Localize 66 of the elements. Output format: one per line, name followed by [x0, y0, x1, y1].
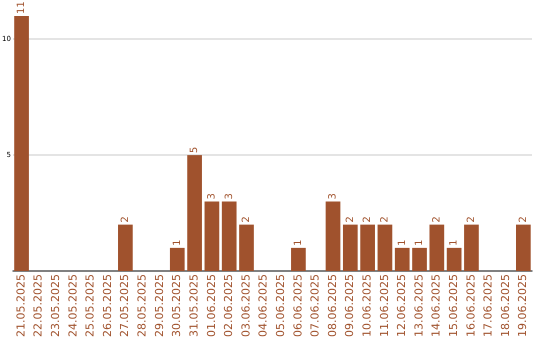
bar [291, 248, 306, 272]
bar [204, 201, 220, 272]
bar [342, 224, 358, 272]
x-tick-label: 04.06.2025 [256, 274, 270, 338]
data-label: 3 [206, 193, 218, 200]
data-label: 2 [344, 216, 356, 223]
bar [187, 155, 202, 272]
data-label: 1 [414, 239, 426, 246]
data-label: 1 [396, 239, 408, 246]
data-label: 2 [431, 216, 442, 223]
data-label: 11 [16, 1, 28, 14]
bar [239, 224, 254, 272]
bar [326, 201, 340, 272]
x-tick-label: 19.06.2025 [516, 274, 530, 338]
bar [170, 248, 185, 272]
x-tick-label: 03.06.2025 [239, 274, 252, 338]
bar [412, 248, 427, 272]
x-tick-label: 18.06.2025 [498, 274, 512, 338]
bar [118, 224, 133, 272]
data-label: 1 [448, 239, 460, 246]
x-tick-label: 05.06.2025 [274, 274, 287, 338]
bar [14, 16, 29, 272]
data-label: 1 [172, 239, 183, 246]
x-tick-label: 21.05.2025 [14, 274, 28, 338]
x-tick-label: 15.06.2025 [446, 274, 460, 338]
x-tick-label: 10.06.2025 [360, 274, 374, 338]
x-tick-label: 16.06.2025 [464, 274, 478, 338]
data-label: 2 [241, 216, 252, 223]
x-tick-label: 31.05.2025 [187, 274, 200, 338]
x-tick-label: 02.06.2025 [222, 274, 236, 338]
data-label: 3 [224, 193, 235, 200]
bar [429, 224, 444, 272]
data-label: 2 [518, 216, 529, 223]
data-label: 2 [466, 216, 478, 223]
bar [360, 224, 375, 272]
data-label: 5 [189, 146, 200, 154]
x-tick-label: 22.05.2025 [32, 274, 45, 338]
x-tick-label: 08.06.2025 [326, 274, 339, 338]
bar [222, 201, 237, 272]
x-tick-label: 06.06.2025 [291, 274, 304, 338]
x-tick-label: 24.05.2025 [66, 274, 80, 338]
x-tick-label: 27.05.2025 [118, 274, 132, 338]
bar [516, 224, 531, 272]
x-tick-label: 29.05.2025 [152, 274, 166, 338]
x-tick-label: 09.06.2025 [343, 274, 356, 338]
data-label: 2 [362, 216, 374, 223]
x-tick-label: 25.05.2025 [84, 274, 97, 338]
bar [446, 248, 462, 272]
x-tick-label: 11.06.2025 [378, 274, 391, 338]
data-label: 3 [328, 193, 339, 200]
x-tick-label: 12.06.2025 [395, 274, 408, 338]
x-tick-label: 28.05.2025 [136, 274, 149, 338]
data-label: 2 [120, 216, 131, 223]
bar [464, 224, 479, 272]
x-tick-label: 01.06.2025 [204, 274, 218, 338]
x-tick-label: 14.06.2025 [430, 274, 443, 338]
x-tick-label: 26.05.2025 [100, 274, 114, 338]
bar [394, 248, 410, 272]
x-tick-label: 23.05.2025 [49, 274, 62, 338]
x-tick-label: 30.05.2025 [170, 274, 184, 338]
x-tick-label: 13.06.2025 [412, 274, 426, 338]
x-tick-label: 07.06.2025 [308, 274, 322, 338]
x-tick-label: 17.06.2025 [482, 274, 495, 338]
data-label: 2 [380, 216, 391, 223]
data-label: 1 [293, 239, 304, 246]
bar [378, 224, 392, 272]
